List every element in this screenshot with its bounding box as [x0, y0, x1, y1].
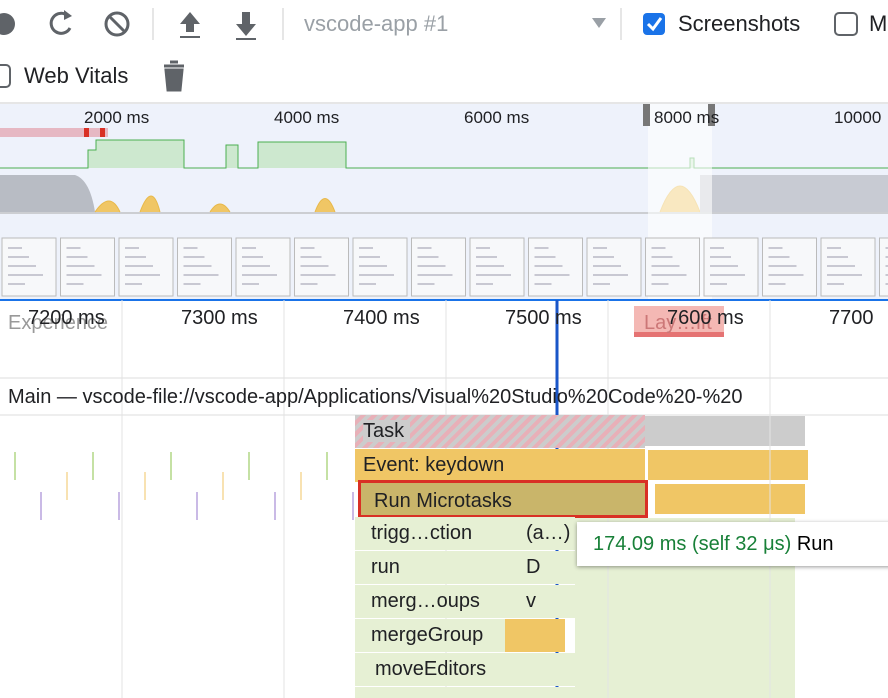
flame-task[interactable]: Task: [355, 415, 645, 448]
screenshot-thumb: [703, 237, 759, 297]
flame-entry-detail[interactable]: v: [520, 585, 575, 618]
screenshot-thumb: [586, 237, 642, 297]
screenshots-label[interactable]: Screenshots: [678, 11, 801, 36]
flame-label: Task: [363, 420, 411, 442]
screenshot-thumb: [528, 237, 583, 297]
overview-tick: 2000 ms: [84, 108, 150, 127]
flame-run-microtasks[interactable]: Run Microtasks: [358, 480, 648, 518]
timeline-tick: 7400 ms: [343, 307, 420, 329]
timeline-tick: 7500 ms: [505, 307, 582, 329]
timeline-tick: 7600 ms: [667, 307, 744, 329]
flame-entry-cut: [355, 687, 575, 698]
flame-entry[interactable]: merg…oups: [355, 585, 520, 618]
flame-entry-detail[interactable]: D: [520, 551, 575, 584]
overview-tick: 10000: [834, 108, 882, 127]
timeline-tick: 7700: [829, 307, 874, 329]
overview-tick: 4000 ms: [274, 108, 340, 127]
flame-entry[interactable]: moveEditors: [355, 653, 575, 686]
screenshot-thumb: [294, 237, 349, 297]
screenshot-thumb: [177, 237, 232, 297]
screenshot-thumb: [469, 237, 525, 297]
overview-tick: 8000 ms: [654, 108, 720, 127]
screenshot-thumb: [352, 237, 408, 297]
target-select[interactable]: vscode-app #1: [304, 11, 449, 36]
screenshot-thumb: [235, 237, 291, 297]
web-vitals-label[interactable]: Web Vitals: [24, 63, 129, 88]
overview-tick: 6000 ms: [464, 108, 530, 127]
tooltip: 174.09 ms (self 32 μs) Run: [577, 522, 888, 566]
experience-track: Experience: [8, 312, 109, 334]
timeline-tick: 7200 ms: [28, 307, 105, 329]
screenshot-thumb: [118, 237, 174, 297]
screenshot-thumb: [60, 237, 115, 297]
screenshot-thumb: [820, 237, 876, 297]
timeline-tick: 7300 ms: [181, 307, 258, 329]
screenshot-thumb: [411, 237, 466, 297]
memory-label[interactable]: M: [869, 11, 888, 36]
tooltip-name: Run: [796, 533, 834, 555]
tooltip-duration: 174.09 ms (self 32 μs): [593, 533, 792, 555]
screenshot-thumb: [762, 237, 817, 297]
flame-entry[interactable]: trigg…ction: [355, 517, 520, 550]
main-thread-title[interactable]: Main — vscode-file://vscode-app/Applicat…: [8, 386, 743, 408]
flame-keydown[interactable]: Event: keydown: [355, 449, 645, 482]
screenshot-thumb: [645, 237, 700, 297]
screenshot-thumb: [1, 237, 57, 297]
layout-shift[interactable]: Lay…ift: [644, 312, 712, 334]
flame-entry[interactable]: run: [355, 551, 520, 584]
flame-entry[interactable]: mergeGroup: [355, 619, 565, 652]
screenshot-thumb: [879, 237, 888, 297]
flame-entry-detail[interactable]: (a…): [520, 517, 575, 550]
